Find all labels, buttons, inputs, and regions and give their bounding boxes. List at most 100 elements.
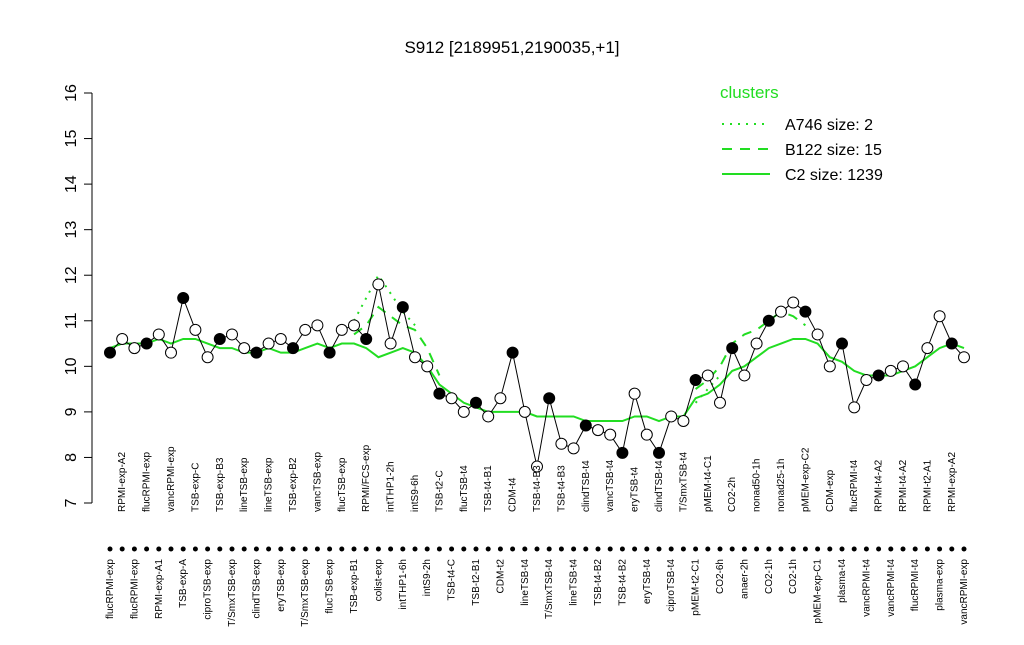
data-point [616, 446, 629, 459]
x-tick-label: lineTSB-exp [264, 457, 275, 512]
y-tick-label: 16 [63, 84, 80, 102]
x-tick-label: plasma-exp [935, 559, 946, 611]
x-tick-label: pMEM-exp-C2 [800, 447, 811, 512]
data-point [762, 314, 775, 327]
x-tick-label: lineTSB-t4 [520, 559, 531, 606]
x-tick-label: TSB-t4-C [447, 559, 458, 601]
data-point [470, 396, 482, 409]
rug-dot [656, 546, 662, 552]
rug-dot [863, 546, 869, 552]
x-tick-label: TSB-exp-B1 [349, 559, 360, 614]
x-tick-label: flucRPMI-exp [142, 452, 153, 512]
rug-dot [217, 546, 223, 552]
rug-dot [668, 546, 674, 552]
x-tick-label: TSB-t2-C [434, 470, 445, 512]
data-point [323, 346, 336, 359]
data-point [738, 369, 751, 382]
data-point [860, 374, 873, 386]
x-tick-label: CO2-1h [764, 559, 775, 594]
data-point [604, 428, 617, 441]
x-tick-label: flucRPMI-exp [105, 559, 116, 619]
data-point [531, 460, 543, 473]
rug-dot [754, 546, 760, 552]
x-tick-label: pMEM-t4-C1 [703, 455, 714, 512]
data-point [567, 442, 580, 455]
rug-dot [192, 546, 198, 552]
rug-dot [229, 546, 235, 552]
data-point [958, 351, 970, 364]
x-tick-label: clindTSB-t4 [654, 460, 665, 512]
data-point [933, 310, 946, 323]
cluster-line [353, 273, 721, 404]
x-tick-label: flucTSB-exp [325, 559, 336, 614]
y-tick-label: 7 [63, 498, 80, 507]
rug-dot [839, 546, 845, 552]
data-point [226, 328, 238, 341]
rug-dot [778, 546, 784, 552]
y-tick-label: 9 [63, 407, 80, 416]
rug-dot [144, 546, 150, 552]
data-point [506, 346, 519, 359]
rug-dot [900, 546, 906, 552]
rug-dot [485, 546, 491, 552]
data-point [201, 351, 214, 364]
data-point [140, 337, 153, 350]
x-tick-label: ciproTSB-t4 [666, 559, 677, 612]
x-tick-label: flucTSB-t4 [459, 465, 470, 512]
rug-dot [595, 546, 601, 552]
rug-dot [583, 546, 589, 552]
x-tick-label: clindTSB-t4 [581, 460, 592, 512]
x-tick-label: flucTSB-exp [337, 457, 348, 512]
rug-dot [388, 546, 394, 552]
x-tick-label: flucRPMI-t4 [849, 459, 860, 512]
data-point [482, 410, 495, 423]
data-point [189, 323, 202, 336]
data-point [409, 351, 421, 364]
x-tick-label: pMEM-exp-C1 [813, 559, 824, 624]
rug-dot [961, 546, 967, 552]
rug-dot [522, 546, 528, 552]
rug-dot [888, 546, 894, 552]
rug-dot [131, 546, 137, 552]
rug-dot [705, 546, 711, 552]
rug-dot [473, 546, 479, 552]
rug-dot [558, 546, 564, 552]
data-point [213, 333, 226, 345]
x-tick-label: plasma-t4 [837, 559, 848, 603]
x-tick-label: lineTSB-t4 [569, 559, 580, 606]
rug-dot [424, 546, 430, 552]
rug-dot [302, 546, 308, 552]
y-tick-label: 11 [63, 312, 80, 329]
x-tick-label: nonad50-1h [752, 459, 763, 512]
rug-dot [851, 546, 857, 552]
y-tick-label: 10 [63, 357, 80, 375]
data-point [177, 292, 190, 304]
legend-title: clusters [720, 83, 779, 102]
data-point [421, 360, 434, 373]
x-tick-label: flucRPMI-t4 [910, 559, 921, 612]
rug-dot [876, 546, 882, 552]
x-tick-label: lineTSB-exp [239, 457, 250, 512]
x-tick-label: CO2-1h [788, 559, 799, 594]
x-tick-label: clindTSB-exp [251, 559, 262, 619]
data-point [360, 333, 373, 345]
x-tick-label: TSB-t4-B3 [532, 465, 543, 512]
rug-dot [168, 546, 174, 552]
x-tick-label: CO2-6h [715, 559, 726, 594]
data-point [445, 392, 458, 405]
x-tick-label: vancTSB-exp [312, 452, 323, 512]
rug-dot [327, 546, 333, 552]
x-tick-label: intS9-2h [422, 559, 433, 596]
rug-dot [156, 546, 162, 552]
y-tick-label: 14 [63, 175, 80, 193]
x-tick-label: intTHP1-6h [398, 559, 409, 610]
data-point [665, 410, 678, 423]
rug-dot [644, 546, 650, 552]
rug-dot [571, 546, 577, 552]
x-tick-label: TSB-exp-C [190, 463, 201, 512]
x-tick-label: RPMI-exp-A2 [947, 452, 958, 512]
data-point [152, 328, 165, 341]
rug-dot [436, 546, 442, 552]
rug-dot [790, 546, 796, 552]
